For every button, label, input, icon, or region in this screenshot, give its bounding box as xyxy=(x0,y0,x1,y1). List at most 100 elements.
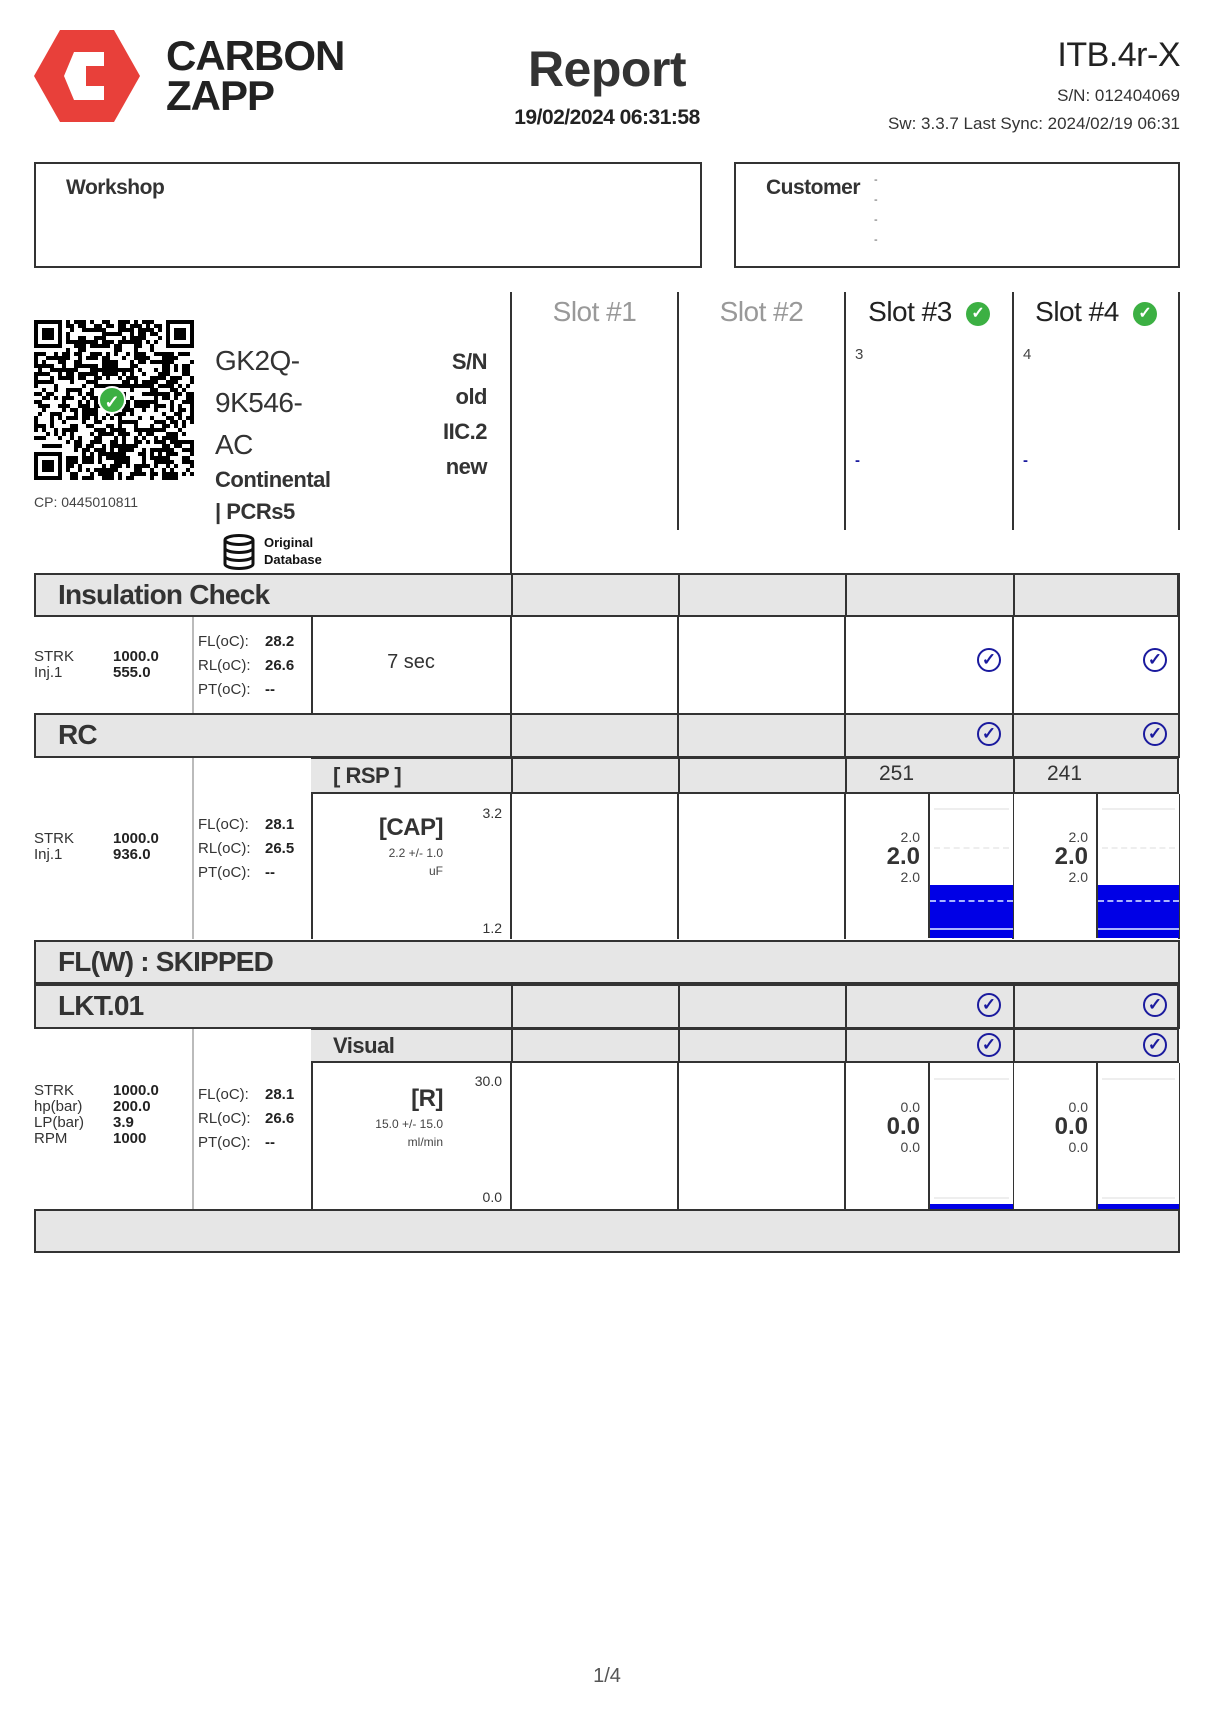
param-label: PT(oC): xyxy=(198,864,251,881)
divider xyxy=(1178,713,1180,758)
rc-spec: [CAP] 2.2 +/- 1.0 uF xyxy=(379,814,444,878)
slot-header[interactable]: Slot #3 ✓ xyxy=(845,296,1013,328)
database-label: Original Database xyxy=(264,534,322,568)
param-label: Inj.1 xyxy=(34,846,63,863)
brand-line-2: ZAPP xyxy=(166,72,275,119)
slot-note: - xyxy=(1023,452,1028,469)
part-code-line: GK2Q- xyxy=(215,345,300,376)
carbon-zapp-logo xyxy=(34,30,140,122)
graph-target-line xyxy=(930,899,1013,902)
result-value: 2.0 xyxy=(886,843,920,870)
param-row: FL(oC): 28.1 xyxy=(198,1083,294,1107)
divider xyxy=(510,794,512,939)
param-value: 3.9 xyxy=(113,1114,134,1131)
slot-result: 2.0 2.0 2.0 xyxy=(1055,828,1088,886)
param-value: 200.0 xyxy=(113,1098,151,1115)
param-label: STRK xyxy=(34,830,75,847)
divider xyxy=(844,617,846,713)
slot-note: - xyxy=(855,452,860,469)
result-bar-graph xyxy=(928,794,1013,938)
part-code: GK2Q- 9K546- AC xyxy=(215,340,303,466)
slot-label: Slot #3 xyxy=(868,296,952,327)
graph-max-line xyxy=(1102,1077,1175,1080)
param-label: STRK xyxy=(34,648,75,665)
param-value: 28.2 xyxy=(265,633,295,650)
device-serial: S/N: 012404069 xyxy=(1057,86,1180,105)
param-value: 1000 xyxy=(113,1130,147,1147)
slot-band-cell xyxy=(511,573,678,617)
param-label: RL(oC): xyxy=(198,840,251,857)
customer-label: Customer xyxy=(766,176,861,199)
param-label: Inj.1 xyxy=(34,664,63,681)
param-label: FL(oC): xyxy=(198,633,249,650)
param-label: RL(oC): xyxy=(198,657,251,674)
param-row: STRK 1000.0 xyxy=(34,649,159,665)
result-bar-fill xyxy=(930,1204,1013,1209)
lkt-pass-icon: ✓ xyxy=(977,993,1001,1017)
insulation-pass-icon: ✓ xyxy=(977,648,1001,672)
rc-axis-min: 1.2 xyxy=(482,920,502,936)
graph-max-line xyxy=(934,1077,1009,1080)
divider xyxy=(510,617,512,713)
param-value: 26.6 xyxy=(265,1110,295,1127)
software-sync: Sw: 3.3.7 Last Sync: 2024/02/19 06:31 xyxy=(887,114,1180,133)
result-low: 0.0 xyxy=(1068,1139,1088,1155)
graph-max-line xyxy=(934,808,1009,811)
result-bar-fill xyxy=(1098,1204,1179,1209)
workshop-label: Workshop xyxy=(66,176,165,199)
param-value: 936.0 xyxy=(113,846,151,863)
result-value: 0.0 xyxy=(886,1113,920,1140)
rc-axis-max: 3.2 xyxy=(482,805,502,821)
param-row: PT(oC): -- xyxy=(198,678,294,702)
lkt-spec-range: 15.0 +/- 15.0 xyxy=(375,1117,443,1131)
param-label: FL(oC): xyxy=(198,816,249,833)
slot-result: 0.0 0.0 0.0 xyxy=(1055,1098,1088,1156)
slot-header[interactable]: Slot #4 ✓ xyxy=(1013,296,1179,328)
param-row: RL(oC): 26.6 xyxy=(198,654,294,678)
divider xyxy=(1012,617,1014,713)
param-label: hp(bar) xyxy=(34,1098,83,1115)
param-value: 26.6 xyxy=(265,657,295,674)
lkt-unit: ml/min xyxy=(407,1135,443,1149)
slot-result: 2.0 2.0 2.0 xyxy=(887,828,920,886)
param-row: Inj.1 936.0 xyxy=(34,847,159,863)
lkt-axis-max: 30.0 xyxy=(474,1073,502,1089)
lkt-measure: [R] xyxy=(411,1085,443,1112)
slot-band-cell xyxy=(845,573,1013,617)
customer-line: - xyxy=(874,214,878,226)
param-value: -- xyxy=(265,864,275,881)
customer-box: Customer - - - - xyxy=(734,162,1180,268)
slot-label: Slot #4 xyxy=(1035,296,1119,327)
lkt-title: LKT.01 xyxy=(58,990,144,1021)
divider xyxy=(677,794,679,939)
result-high: 0.0 xyxy=(1068,1099,1088,1115)
slot-band-cell xyxy=(1013,573,1179,617)
slot-band-cell xyxy=(511,757,678,794)
param-label: PT(oC): xyxy=(198,1134,251,1151)
rsp-label: [ RSP ] xyxy=(333,763,402,788)
customer-line: - xyxy=(874,234,878,246)
graph-upper-line xyxy=(1102,847,1175,850)
divider xyxy=(1178,617,1180,713)
param-row: RL(oC): 26.5 xyxy=(198,837,294,861)
param-value: 1000.0 xyxy=(113,648,159,665)
slot-header[interactable]: Slot #1 xyxy=(511,296,678,328)
customer-line: - xyxy=(874,174,878,186)
bottom-band xyxy=(34,1209,1180,1253)
result-low: 2.0 xyxy=(900,869,920,885)
insulation-pass-icon: ✓ xyxy=(1143,648,1167,672)
rc-pass-icon: ✓ xyxy=(1143,722,1167,746)
slot-header[interactable]: Slot #2 xyxy=(678,296,845,328)
param-row: PT(oC): -- xyxy=(198,1131,294,1155)
visual-pass-icon: ✓ xyxy=(977,1033,1001,1057)
param-row: Inj.1 555.0 xyxy=(34,665,159,681)
slot-band-cell xyxy=(678,984,845,1029)
divider xyxy=(1012,794,1014,939)
rc-pass-icon: ✓ xyxy=(977,722,1001,746)
param-value: 28.1 xyxy=(265,1086,295,1103)
database-line: Original xyxy=(264,535,314,550)
param-row: PT(oC): -- xyxy=(198,861,294,885)
param-label: RPM xyxy=(34,1130,68,1147)
param-value: 26.5 xyxy=(265,840,295,857)
result-bar-fill xyxy=(930,885,1013,938)
